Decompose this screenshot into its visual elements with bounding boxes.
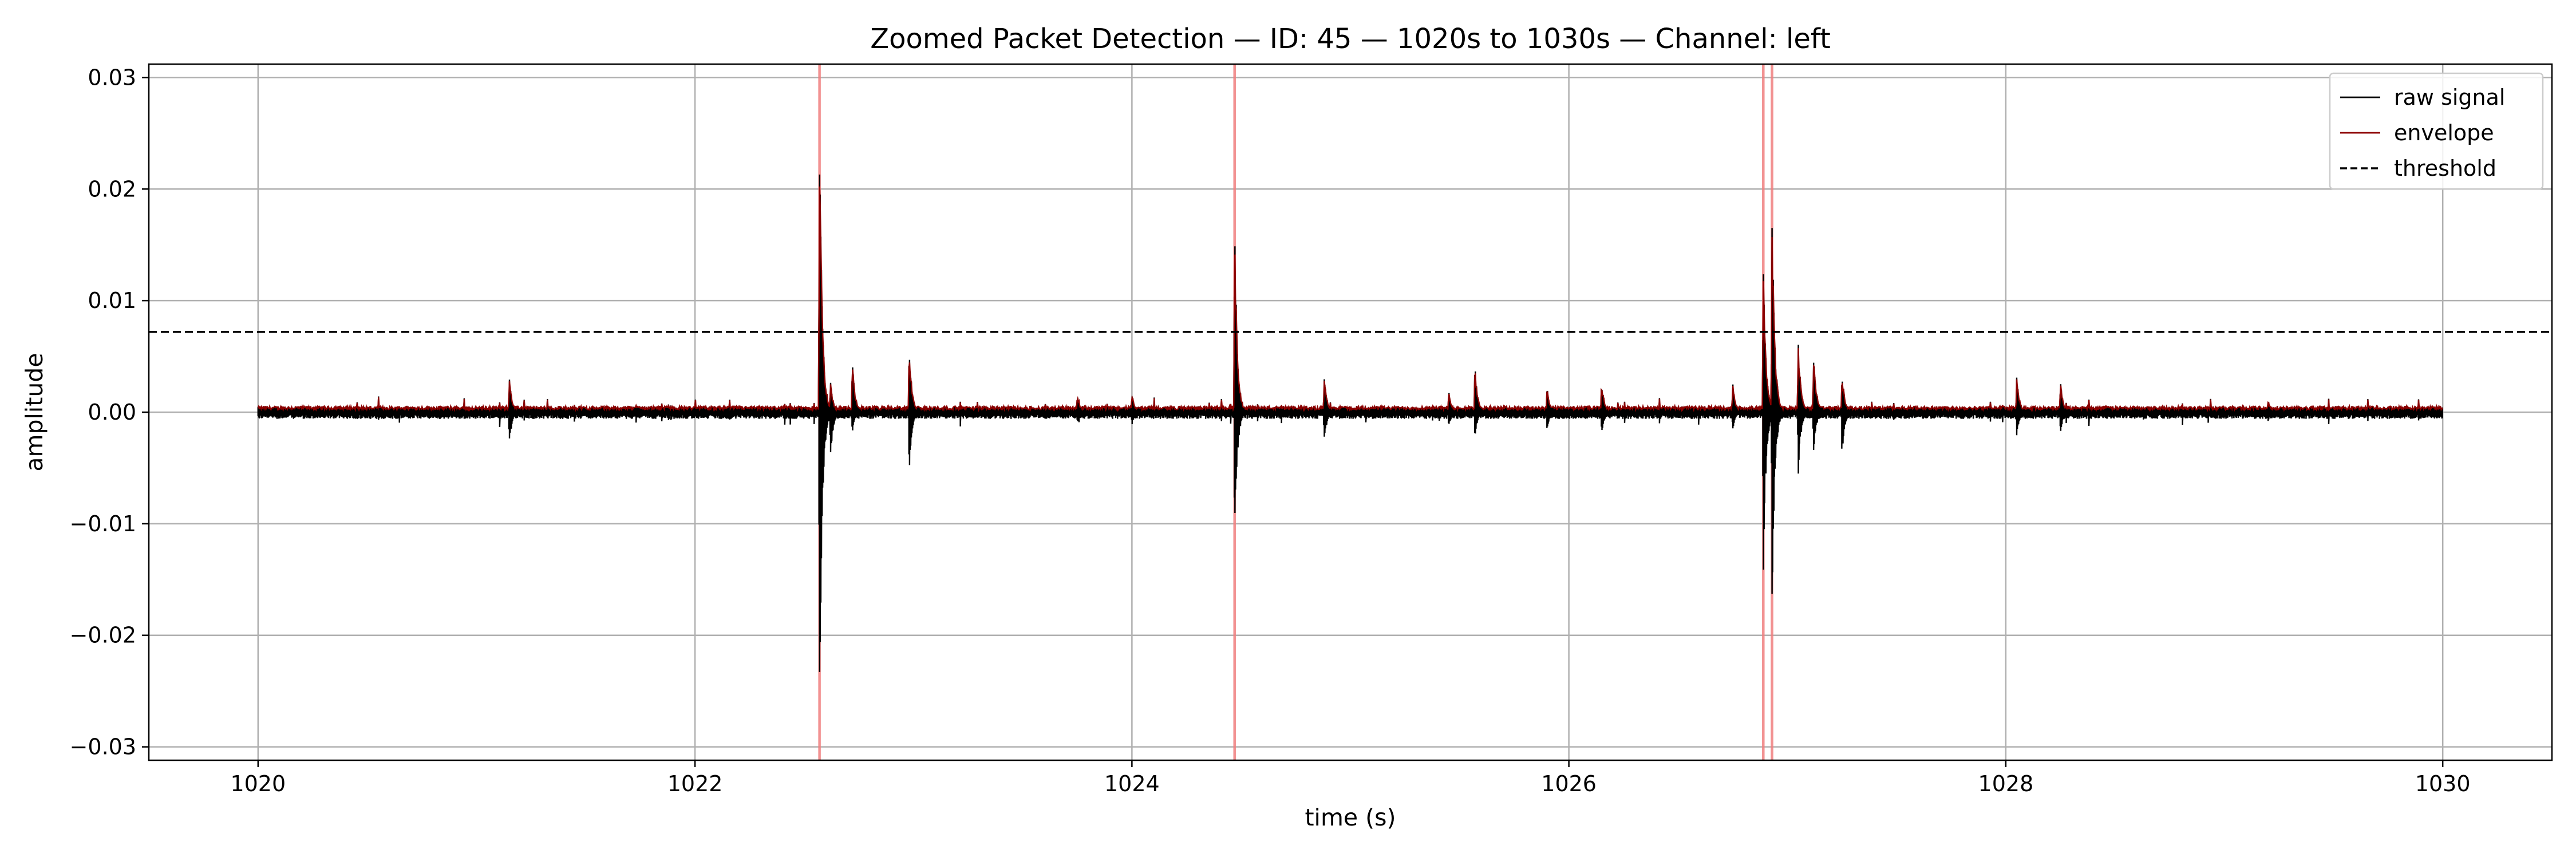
y-tick-label: −0.02 (70, 623, 136, 648)
legend-box (2329, 72, 2544, 190)
raw-signal-line (257, 174, 2443, 672)
y-tick-label: −0.01 (70, 511, 136, 536)
y-axis-ticks: 0.03 0.02 0.01 0.00 −0.01 −0.02 −0.03 (70, 65, 149, 760)
x-tick-label: 1030 (2415, 771, 2471, 796)
x-tick-label: 1026 (1541, 771, 1597, 796)
y-tick-label: 0.00 (88, 400, 136, 425)
y-tick-label: 0.01 (88, 288, 136, 313)
x-tick-label: 1020 (230, 771, 286, 796)
legend: raw signal envelope threshold (2329, 72, 2544, 190)
legend-label: threshold (2394, 156, 2496, 181)
x-axis-ticks: 1020 1022 1024 1026 1028 1030 (230, 760, 2471, 796)
legend-label: envelope (2394, 120, 2494, 145)
y-tick-label: 0.03 (88, 65, 136, 90)
x-tick-label: 1028 (1978, 771, 2034, 796)
y-tick-label: −0.03 (70, 734, 136, 760)
x-axis-label: time (s) (1305, 804, 1396, 831)
legend-label: raw signal (2394, 85, 2505, 110)
y-tick-label: 0.02 (88, 176, 136, 202)
envelope-line (257, 186, 2443, 413)
y-axis-label: amplitude (21, 353, 48, 471)
chart-title: Zoomed Packet Detection — ID: 45 — 1020s… (870, 23, 1831, 55)
x-tick-label: 1024 (1104, 771, 1160, 796)
x-tick-label: 1022 (667, 771, 723, 796)
